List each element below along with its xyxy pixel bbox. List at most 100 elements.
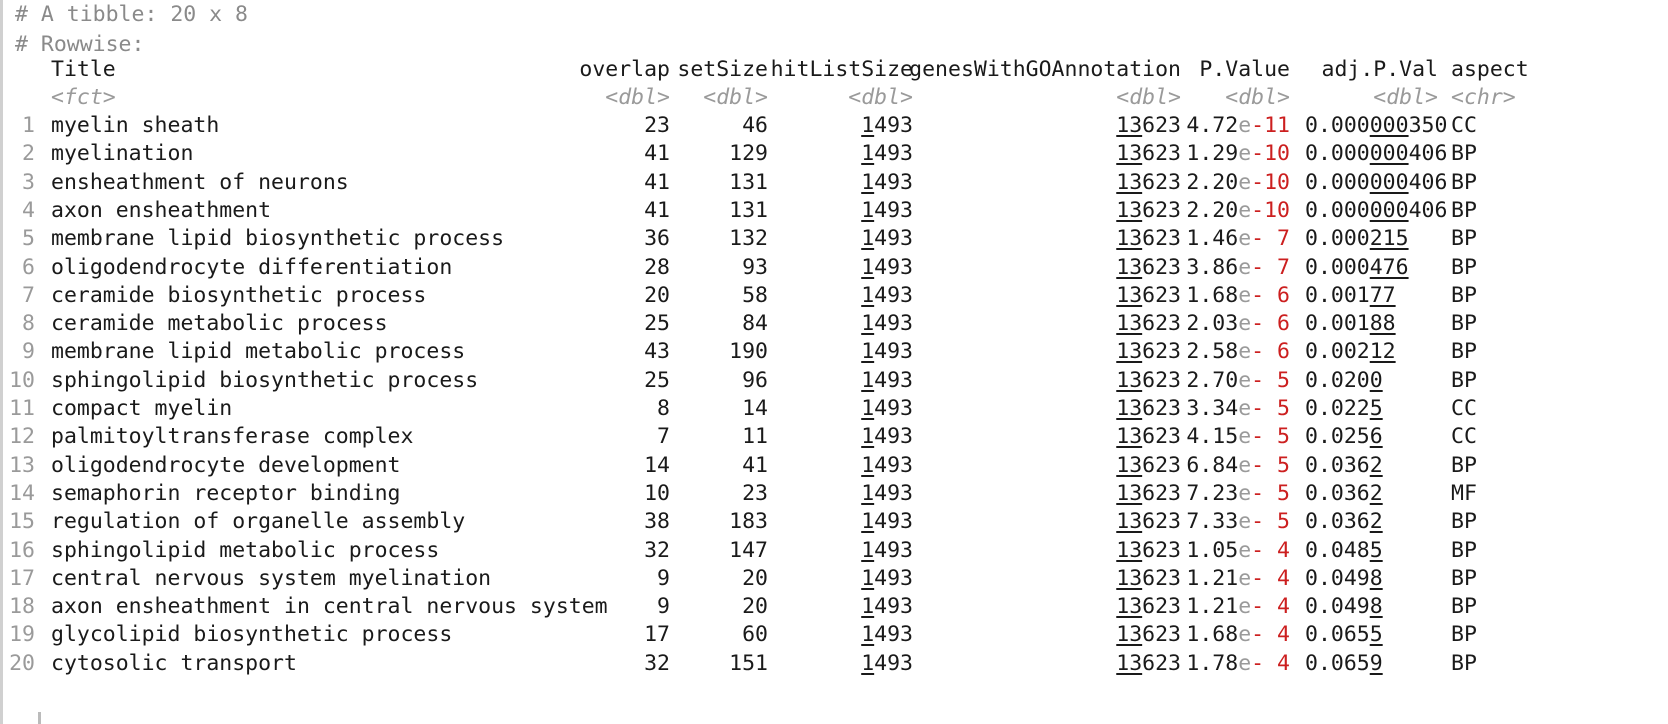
adjp-trailing: 406: [1408, 170, 1448, 195]
row-pvalue: 1.68e- 6: [1186, 281, 1290, 311]
hitlistsize-rest: 493: [874, 255, 913, 280]
adjp-underlined: 5: [1369, 538, 1383, 563]
rowwise-comment: # Rowwise:: [15, 32, 145, 57]
column-header-genesWithGOAnnotation[interactable]: genesWithGOAnnotation: [909, 57, 1181, 82]
column-header-overlap[interactable]: overlap: [579, 57, 670, 82]
adjp-leading: 0.001: [1305, 311, 1370, 336]
genes-rest: 623: [1142, 368, 1181, 393]
adjp-leading: 0.000: [1305, 141, 1370, 166]
row-geneswithgoannotation: 13623: [1116, 111, 1181, 141]
row-geneswithgoannotation: 13623: [1116, 536, 1181, 566]
adjp-leading: 0.000: [1305, 198, 1370, 223]
row-adjpval: 0.00177: [1305, 281, 1396, 311]
row-adjpval: 0.0362: [1305, 507, 1383, 537]
pvalue-exponent: -11: [1251, 113, 1290, 138]
hitlistsize-rest: 493: [874, 594, 913, 619]
pvalue-exponent-marker: e: [1238, 651, 1252, 676]
pvalue-exponent: -10: [1251, 198, 1290, 223]
hitlistsize-thousands: 1: [861, 424, 875, 449]
row-number: 1: [22, 113, 35, 138]
genes-rest: 623: [1142, 481, 1181, 506]
row-hitlistsize: 1493: [861, 479, 913, 509]
row-pvalue: 2.03e- 6: [1186, 309, 1290, 339]
column-header-adjp[interactable]: adj.P.Val: [1321, 57, 1439, 82]
adjp-leading: 0.048: [1305, 538, 1370, 563]
genes-rest: 623: [1142, 509, 1181, 534]
hitlistsize-rest: 493: [874, 396, 913, 421]
hitlistsize-thousands: 1: [861, 198, 875, 223]
column-header-pvalue[interactable]: P.Value: [1199, 57, 1290, 82]
pvalue-exponent: - 5: [1251, 481, 1290, 506]
row-overlap: 23: [644, 113, 670, 138]
row-setsize: 46: [742, 113, 768, 138]
pvalue-mantissa: 1.68: [1186, 622, 1239, 647]
row-pvalue: 1.68e- 4: [1186, 620, 1290, 650]
row-title: ensheathment of neurons: [51, 170, 349, 195]
hitlistsize-thousands: 1: [861, 481, 875, 506]
column-type-overlap: <dbl>: [605, 85, 670, 110]
row-geneswithgoannotation: 13623: [1116, 649, 1181, 679]
row-pvalue: 4.15e- 5: [1186, 422, 1290, 452]
hitlistsize-thousands: 1: [861, 368, 875, 393]
row-overlap: 41: [644, 141, 670, 166]
adjp-leading: 0.036: [1305, 481, 1370, 506]
hitlistsize-thousands: 1: [861, 651, 875, 676]
pvalue-exponent-marker: e: [1238, 424, 1252, 449]
row-title: myelination: [51, 141, 194, 166]
row-adjpval: 0.000000406: [1305, 196, 1447, 226]
row-number: 18: [9, 594, 35, 619]
row-title: sphingolipid biosynthetic process: [51, 368, 479, 393]
hitlistsize-thousands: 1: [861, 396, 875, 421]
genes-rest: 623: [1142, 622, 1181, 647]
row-title: ceramide biosynthetic process: [51, 283, 427, 308]
genes-thousands: 13: [1116, 594, 1143, 619]
pvalue-mantissa: 1.78: [1186, 651, 1239, 676]
adjp-underlined: 000: [1369, 113, 1409, 138]
hitlistsize-thousands: 1: [861, 311, 875, 336]
pvalue-mantissa: 4.15: [1186, 424, 1239, 449]
row-aspect: MF: [1451, 481, 1477, 506]
adjp-trailing: 350: [1408, 113, 1448, 138]
row-number: 12: [9, 424, 35, 449]
genes-thousands: 13: [1116, 198, 1143, 223]
hitlistsize-thousands: 1: [861, 170, 875, 195]
adjp-leading: 0.000: [1305, 170, 1370, 195]
row-hitlistsize: 1493: [861, 111, 913, 141]
row-geneswithgoannotation: 13623: [1116, 168, 1181, 198]
row-number: 16: [9, 538, 35, 563]
pvalue-mantissa: 6.84: [1186, 453, 1239, 478]
row-overlap: 36: [644, 226, 670, 251]
row-hitlistsize: 1493: [861, 168, 913, 198]
row-pvalue: 1.78e- 4: [1186, 649, 1290, 679]
genes-thousands: 13: [1116, 226, 1143, 251]
row-adjpval: 0.000215: [1305, 224, 1409, 254]
adjp-leading: 0.022: [1305, 396, 1370, 421]
row-geneswithgoannotation: 13623: [1116, 253, 1181, 283]
column-header-aspect[interactable]: aspect: [1451, 57, 1529, 82]
row-pvalue: 7.23e- 5: [1186, 479, 1290, 509]
pvalue-mantissa: 3.34: [1186, 396, 1239, 421]
pvalue-exponent: - 5: [1251, 453, 1290, 478]
adjp-underlined: 5: [1369, 622, 1383, 647]
row-adjpval: 0.0256: [1305, 422, 1383, 452]
pvalue-exponent-marker: e: [1238, 311, 1252, 336]
adjp-underlined: 0: [1369, 368, 1383, 393]
row-title: axon ensheathment: [51, 198, 272, 223]
hitlistsize-rest: 493: [874, 226, 913, 251]
column-header-title[interactable]: Title: [51, 57, 116, 82]
row-title: compact myelin: [51, 396, 233, 421]
adjp-leading: 0.001: [1305, 283, 1370, 308]
row-hitlistsize: 1493: [861, 507, 913, 537]
genes-thousands: 13: [1116, 339, 1143, 364]
column-header-setSize[interactable]: setSize: [677, 57, 768, 82]
adjp-trailing: 406: [1408, 141, 1448, 166]
row-setsize: 147: [729, 538, 768, 563]
column-header-hitListSize[interactable]: hitListSize: [770, 57, 913, 82]
pvalue-exponent: - 7: [1251, 226, 1290, 251]
row-pvalue: 1.21e- 4: [1186, 564, 1290, 594]
row-hitlistsize: 1493: [861, 253, 913, 283]
adjp-underlined: 000: [1369, 141, 1409, 166]
row-overlap: 10: [644, 481, 670, 506]
genes-rest: 623: [1142, 424, 1181, 449]
pvalue-exponent: -10: [1251, 170, 1290, 195]
